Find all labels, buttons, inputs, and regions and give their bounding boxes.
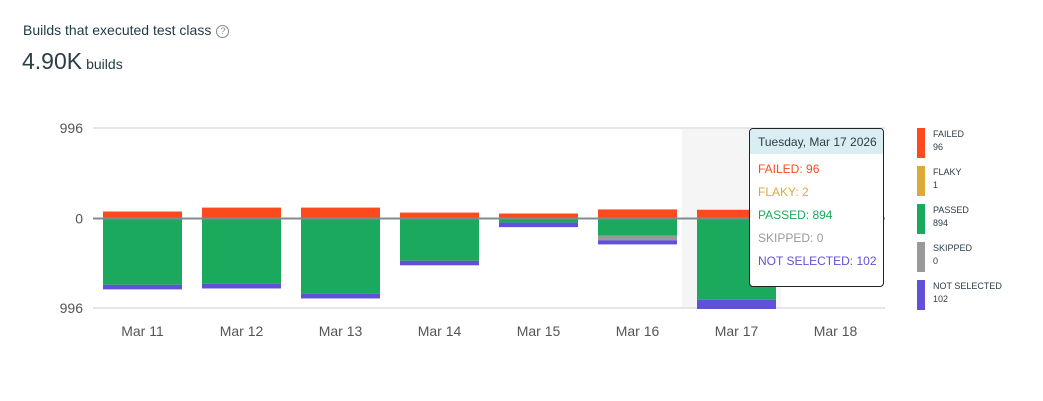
legend-label: FLAKY: [933, 167, 962, 177]
x-tick-label: Mar 16: [616, 323, 660, 339]
bar-segment-failed: [301, 207, 380, 219]
bar-segment-failed: [103, 211, 182, 219]
bar-segment-not-selected: [202, 283, 281, 289]
legend-swatch: [917, 280, 925, 310]
bar-segment-passed: [103, 218, 182, 285]
legend-value: 894: [933, 218, 949, 228]
bar-segment-passed: [400, 218, 479, 261]
legend-item[interactable]: NOT SELECTED 102: [917, 280, 1002, 318]
x-tick-label: Mar 13: [319, 323, 363, 339]
bar-segment-failed: [400, 212, 479, 219]
bar-segment-failed: [598, 209, 677, 219]
bar-segment-not-selected: [103, 284, 182, 290]
legend-item[interactable]: FAILED 96: [917, 128, 1002, 166]
legend-value: 1: [933, 180, 939, 190]
legend-label: PASSED: [933, 205, 969, 215]
legend: FAILED 96 FLAKY 1 PASSED 894 SKIPPED 0 NOT SELEC…: [917, 128, 1002, 318]
y-tick-label: 996: [60, 300, 84, 316]
tooltip-row: FAILED: 96: [758, 162, 820, 176]
bar-segment-not-selected: [400, 260, 479, 266]
legend-value: 102: [933, 294, 949, 304]
x-tick-label: Mar 11: [121, 323, 164, 339]
x-tick-label: Mar 15: [517, 323, 561, 339]
legend-value: 96: [933, 142, 944, 152]
bar-segment-skipped: [598, 235, 677, 241]
legend-label: NOT SELECTED: [933, 281, 1002, 291]
bar-segment-not-selected: [697, 299, 776, 309]
legend-label: FAILED: [933, 129, 965, 139]
tooltip-row: SKIPPED: 0: [758, 231, 824, 245]
legend-swatch: [917, 166, 925, 196]
x-tick-label: Mar 12: [220, 323, 264, 339]
bar-segment-not-selected: [598, 240, 677, 245]
x-tick-label: Mar 17: [715, 323, 759, 339]
legend-swatch: [917, 204, 925, 234]
bar-segment-not-selected: [301, 293, 380, 299]
chart-title: Builds that executed test class?: [23, 22, 230, 38]
bar-segment-passed: [301, 218, 380, 294]
x-tick-label: Mar 18: [814, 323, 858, 339]
legend-item[interactable]: FLAKY 1: [917, 166, 1002, 204]
tooltip-row: FLAKY: 2: [758, 185, 809, 199]
bar-segment-failed: [202, 207, 281, 219]
tooltip-row: NOT SELECTED: 102: [758, 254, 877, 268]
bar-segment-passed: [499, 218, 578, 223]
y-tick-label: 996: [60, 120, 84, 136]
legend-value: 0: [933, 256, 939, 266]
total-builds: 4.90K builds: [22, 48, 123, 74]
legend-item[interactable]: PASSED 894: [917, 204, 1002, 242]
question-circle-icon[interactable]: ?: [216, 25, 230, 38]
tooltip: Tuesday, Mar 17 2026 FAILED: 96 FLAKY: 2 P…: [749, 128, 884, 287]
bar-segment-passed: [598, 218, 677, 236]
legend-swatch: [917, 128, 925, 158]
y-tick-label: 0: [75, 211, 83, 227]
legend-label: SKIPPED: [933, 243, 973, 253]
tooltip-date: Tuesday, Mar 17 2026: [750, 129, 883, 154]
bar-segment-failed: [697, 209, 776, 219]
bar-segment-not-selected: [499, 222, 578, 228]
legend-item[interactable]: SKIPPED 0: [917, 242, 1002, 280]
tooltip-row: PASSED: 894: [758, 208, 833, 222]
x-tick-label: Mar 14: [418, 323, 462, 339]
bar-segment-passed: [202, 218, 281, 284]
legend-swatch: [917, 242, 925, 272]
bar-segment-failed: [499, 213, 578, 219]
